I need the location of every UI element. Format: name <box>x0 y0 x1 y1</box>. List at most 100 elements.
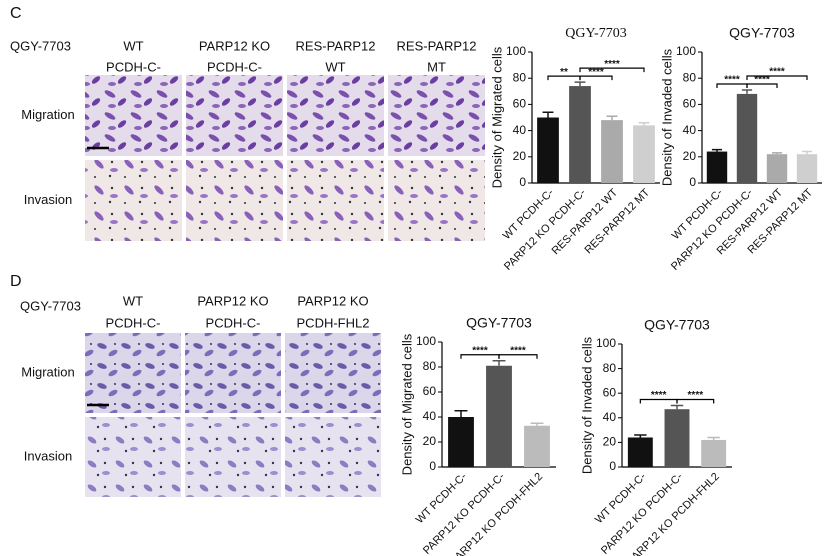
bar <box>627 437 653 467</box>
chart-title: QGY-7703 <box>466 315 532 331</box>
column-header: PARP12 KO <box>297 293 368 308</box>
error-bar <box>606 115 618 121</box>
cell-line: QGY-7703 <box>20 298 81 313</box>
column-header: PCDH-C- <box>106 59 161 74</box>
y-tick-label: 80 <box>683 70 697 84</box>
micrograph <box>287 160 384 241</box>
bar <box>537 117 559 183</box>
y-tick-label: 100 <box>416 334 436 348</box>
panel-label: D <box>10 273 22 290</box>
y-tick-label: 20 <box>683 149 697 163</box>
bar <box>633 125 655 183</box>
bar <box>796 154 818 183</box>
error-bar <box>707 436 720 440</box>
error-bar <box>530 422 544 426</box>
error-bar <box>492 360 506 366</box>
y-tick-label: 80 <box>423 359 437 373</box>
significance-bracket <box>579 67 645 73</box>
error-bar <box>634 434 647 438</box>
significance-label: **** <box>651 390 667 401</box>
y-axis-label: Density of Migrated cells <box>489 46 504 188</box>
column-header: PARP12 KO <box>197 293 268 308</box>
column-header: WT <box>325 59 345 74</box>
error-bar <box>638 121 650 126</box>
y-tick-label: 0 <box>689 175 696 189</box>
y-tick-label: 20 <box>423 434 437 448</box>
y-tick-label: 60 <box>423 384 437 398</box>
row-label: Migration <box>21 107 74 122</box>
y-tick-label: 60 <box>683 97 697 111</box>
row-label: Invasion <box>24 448 72 463</box>
error-bar <box>771 152 783 155</box>
error-bar <box>670 404 684 410</box>
y-tick-label: 100 <box>506 44 526 58</box>
significance-label: **** <box>724 75 740 86</box>
chart-title: QGY-7703 <box>644 317 710 333</box>
significance-label: **** <box>588 67 604 78</box>
micrograph <box>388 75 485 156</box>
significance-label: **** <box>510 345 526 356</box>
micrograph <box>285 417 381 497</box>
significance-label: **** <box>688 390 704 401</box>
column-header: PCDH-C- <box>106 315 161 330</box>
significance-bracket <box>676 398 715 404</box>
bar <box>664 409 690 467</box>
bar <box>601 120 623 183</box>
chart-title: QGY-7703 <box>729 25 795 41</box>
micrograph <box>85 333 181 413</box>
micrograph <box>185 417 281 497</box>
micrograph <box>185 333 281 413</box>
y-tick-label: 80 <box>513 70 527 84</box>
significance-label: **** <box>472 345 488 356</box>
x-tick-label: WT PCDH-C- <box>670 186 726 242</box>
y-tick-label: 20 <box>603 435 617 449</box>
y-axis-label: Density of Invaded cells <box>659 48 674 186</box>
significance-bracket <box>498 354 538 359</box>
column-header: PCDH-FHL2 <box>297 315 370 330</box>
micrograph <box>388 160 485 241</box>
y-tick-label: 100 <box>676 44 696 58</box>
chart-title: QGY-7703 <box>565 26 626 41</box>
significance-bracket <box>746 75 808 80</box>
y-axis-label: Density of Migrated cells <box>399 333 414 475</box>
bar <box>524 425 550 467</box>
column-header: MT <box>427 59 446 74</box>
significance-label: **** <box>769 67 785 78</box>
y-tick-label: 40 <box>603 410 617 424</box>
y-tick-label: 40 <box>513 123 527 137</box>
error-bar <box>711 148 723 152</box>
micrograph <box>186 75 283 156</box>
error-bar <box>454 410 468 417</box>
significance-bracket <box>579 75 613 81</box>
bar <box>706 151 728 183</box>
column-header: WT <box>123 293 143 308</box>
column-header: RES-PARP12 <box>397 38 477 53</box>
bar <box>448 417 474 467</box>
y-tick-label: 60 <box>603 385 617 399</box>
column-header: RES-PARP12 <box>296 38 376 53</box>
error-bar <box>574 81 586 87</box>
y-tick-label: 40 <box>683 123 697 137</box>
micrograph <box>85 160 182 241</box>
y-tick-label: 80 <box>603 361 617 375</box>
row-label: Migration <box>21 364 74 379</box>
micrograph <box>85 417 181 497</box>
significance-label: **** <box>754 75 770 86</box>
column-header: PCDH-C- <box>206 315 261 330</box>
cell-line: QGY-7703 <box>10 38 71 53</box>
significance-label: **** <box>604 59 620 70</box>
y-tick-label: 60 <box>513 97 527 111</box>
bar <box>701 439 727 467</box>
significance-bracket <box>746 83 778 88</box>
micrograph <box>85 75 182 156</box>
error-bar <box>741 89 753 94</box>
row-label: Invasion <box>24 192 72 207</box>
bar <box>736 93 758 183</box>
bar <box>486 365 512 467</box>
y-tick-label: 0 <box>609 459 616 473</box>
column-header: WT <box>123 38 143 53</box>
column-header: PCDH-C- <box>207 59 262 74</box>
y-tick-label: 0 <box>429 459 436 473</box>
bar <box>569 86 591 183</box>
